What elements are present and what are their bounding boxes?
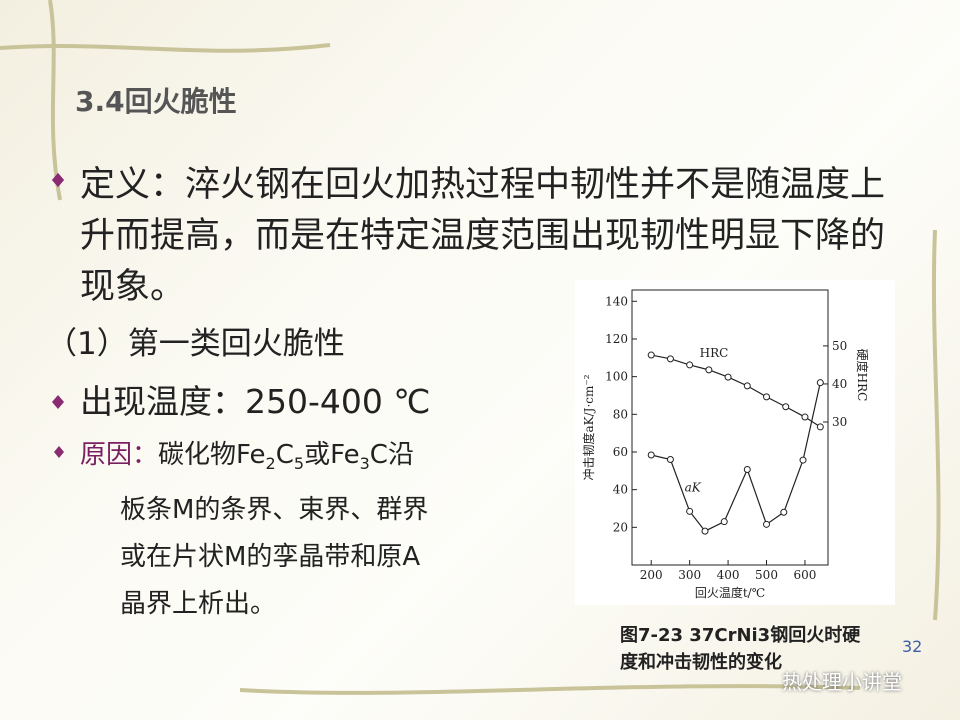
caption: 图7-23 37CrNi3钢回火时硬度和冲击韧性的变化	[620, 625, 861, 673]
bullet: 出现温度：250-400 ℃	[80, 382, 431, 421]
subscript: 5	[293, 454, 305, 473]
bullet: 定义：淬火钢在回火加热过程中韧性并不是随温度上升而提高，而是在特定温度范围出现韧…	[80, 165, 886, 307]
watermark: 热处理小讲堂	[782, 670, 902, 694]
y-axis-label: 冲击韧度aK/J·cm⁻²	[581, 374, 596, 480]
point	[647, 451, 655, 459]
point	[705, 366, 713, 374]
y-tick-label: 20	[613, 520, 628, 534]
page-number: 32	[902, 637, 923, 656]
text: 碳化物Fe	[158, 440, 266, 470]
series-label: aK	[685, 480, 702, 494]
point	[720, 518, 728, 526]
point	[743, 382, 751, 390]
point	[647, 351, 655, 359]
point	[780, 508, 788, 516]
text: C沿	[369, 440, 414, 470]
text: 板条M的条界、束界、群界	[120, 495, 429, 525]
y-tick-label: 80	[613, 407, 628, 421]
x-axis-label: 回火温度t/℃	[695, 585, 765, 600]
point	[666, 456, 674, 464]
point	[782, 403, 790, 411]
series-line	[651, 354, 821, 428]
y2-tick-label: 40	[832, 377, 847, 391]
x-tick-label: 500	[755, 568, 778, 582]
y2-tick-label: 30	[832, 415, 847, 429]
subscript: 2	[265, 454, 276, 473]
text: 或在片状M的孪晶带和原A	[120, 542, 421, 572]
series-label: HRC	[700, 346, 729, 360]
point	[801, 413, 809, 421]
point	[816, 423, 824, 431]
plot-frame	[631, 289, 829, 566]
y-tick-label: 40	[613, 483, 628, 497]
point	[701, 527, 709, 535]
y-tick-label: 60	[613, 445, 628, 459]
text: 或Fe	[304, 440, 360, 470]
subscript: 3	[359, 454, 370, 473]
chart: 200 300 400 500 600 20 40 60 80 100 120 140 30 40 50 回火…	[575, 280, 895, 605]
point	[763, 393, 771, 401]
y-tick-label: 120	[605, 332, 628, 346]
point	[816, 379, 824, 387]
point	[686, 507, 694, 515]
x-tick-label: 600	[793, 568, 816, 582]
y2-tick-label: 50	[832, 339, 847, 353]
point	[799, 456, 807, 464]
label: 原因：	[80, 440, 159, 470]
slide-title: 3.4回火脆性	[75, 85, 237, 118]
bullet: 原因：碳化物Fe2C5或Fe3C沿 板条M的条界、束界、群界 或在片状M的孪晶带…	[80, 432, 428, 628]
point	[666, 355, 674, 363]
point	[686, 361, 694, 369]
x-tick-label: 400	[717, 568, 740, 582]
y-tick-label: 140	[605, 294, 628, 308]
series-line	[651, 382, 821, 532]
point	[743, 466, 751, 474]
x-tick-label: 300	[678, 568, 701, 582]
text: 晶界上析出。	[120, 589, 277, 619]
y-tick-label: 100	[605, 370, 628, 384]
y2-axis-label: 硬度HRC	[855, 349, 870, 402]
point	[724, 373, 732, 381]
point	[763, 520, 771, 528]
text: C	[275, 440, 294, 470]
subheading: （1）第一类回火脆性	[46, 326, 345, 362]
x-tick-label: 200	[640, 568, 663, 582]
